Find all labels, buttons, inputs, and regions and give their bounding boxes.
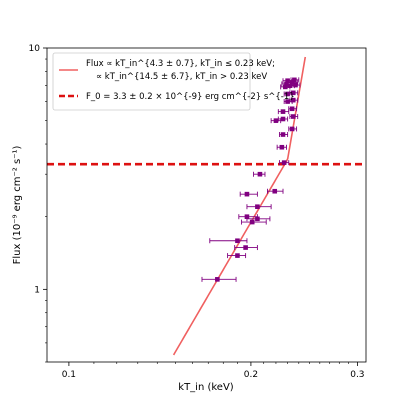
point-marker xyxy=(235,238,240,244)
point-marker xyxy=(257,171,263,177)
point-marker xyxy=(293,82,298,88)
point-marker xyxy=(292,77,297,83)
point-marker xyxy=(290,90,296,96)
data-point xyxy=(201,276,237,282)
x-tick-label: 0.2 xyxy=(244,370,258,380)
data-point xyxy=(289,90,299,96)
data-point xyxy=(253,171,266,177)
point-marker xyxy=(285,91,290,97)
point-marker xyxy=(235,253,240,258)
point-marker xyxy=(281,160,287,165)
point-marker xyxy=(273,118,279,123)
point-marker xyxy=(290,114,296,119)
point-marker xyxy=(255,204,260,210)
axes-frame xyxy=(46,47,367,363)
tick-labels: 0.1 0.2 0.3 1 10 xyxy=(29,44,365,380)
data-point xyxy=(267,188,284,194)
point-marker xyxy=(280,109,286,114)
point-marker xyxy=(215,277,220,282)
point-marker xyxy=(243,245,248,250)
point-marker xyxy=(280,132,286,137)
point-marker xyxy=(289,106,295,112)
x-tick-label: 0.1 xyxy=(62,370,76,380)
legend-model-line2: ∝ kT_in^{14.5 ± 6.7}, kT_in > 0.23 keV xyxy=(96,72,267,82)
data-point xyxy=(288,106,298,112)
data-point xyxy=(289,97,299,103)
plot-area xyxy=(47,56,366,356)
y-tick-label: 1 xyxy=(34,285,40,295)
data-point xyxy=(279,132,289,138)
data-point xyxy=(239,191,258,197)
point-marker xyxy=(279,144,285,150)
data-point xyxy=(289,114,299,120)
point-marker xyxy=(290,97,296,103)
point-marker xyxy=(272,188,278,194)
point-marker xyxy=(289,80,295,85)
data-point xyxy=(238,214,258,220)
y-axis-label: Flux (10⁻⁹ erg cm⁻² s⁻¹) xyxy=(12,146,23,265)
data-point xyxy=(234,245,258,251)
data-point xyxy=(290,77,300,83)
data-point xyxy=(288,126,298,132)
y-tick-label: 10 xyxy=(29,44,41,54)
point-marker xyxy=(285,78,290,83)
point-marker xyxy=(244,191,250,197)
point-marker xyxy=(285,99,290,104)
x-tick-label: 0.3 xyxy=(350,370,364,380)
data-point xyxy=(277,116,289,122)
point-marker xyxy=(244,214,250,219)
data-point xyxy=(277,109,290,115)
legend-box xyxy=(52,52,251,111)
x-axis-label: kT_in (keV) xyxy=(178,382,234,393)
data-point xyxy=(276,144,287,150)
legend-model-line1: Flux ∝ kT_in^{4.3 ± 0.7}, kT_in ≤ 0.23 k… xyxy=(86,59,275,69)
legend-threshold-label: F_0 = 3.3 ± 0.2 × 10^{-9} erg cm^{-2} s^… xyxy=(86,92,295,102)
data-point xyxy=(227,253,247,259)
data-point xyxy=(279,160,290,166)
data-point xyxy=(246,204,272,210)
point-marker xyxy=(284,81,289,87)
data-point xyxy=(209,238,248,244)
point-marker xyxy=(249,219,255,225)
point-marker xyxy=(280,116,286,122)
data-point xyxy=(241,219,267,225)
point-marker xyxy=(289,126,295,132)
point-marker xyxy=(287,83,293,88)
legend: Flux ∝ kT_in^{4.3 ± 0.7}, kT_in ≤ 0.23 k… xyxy=(52,52,295,111)
